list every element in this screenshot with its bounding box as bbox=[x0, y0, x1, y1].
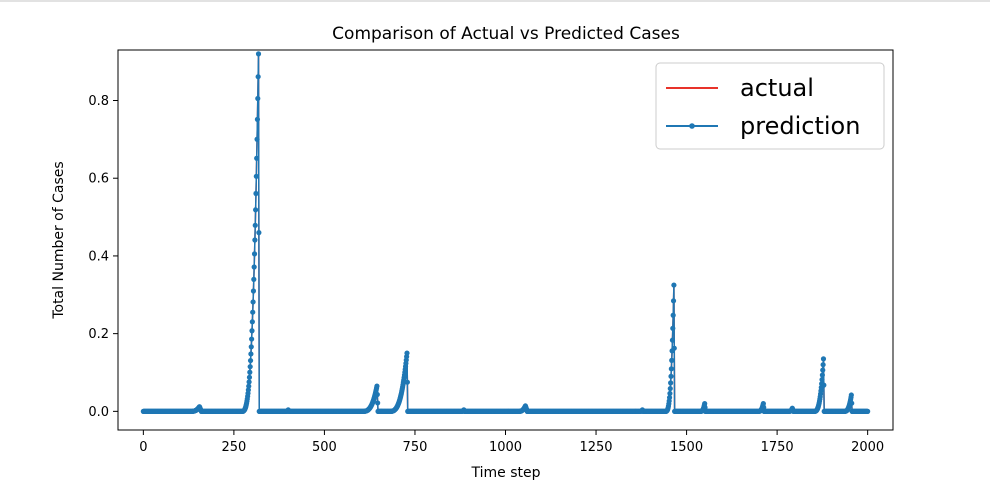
y-tick-label: 0.6 bbox=[88, 172, 109, 187]
x-tick-label: 0 bbox=[139, 440, 147, 455]
chart-title: Comparison of Actual vs Predicted Cases bbox=[332, 24, 680, 44]
data-point bbox=[404, 379, 410, 385]
y-tick-label: 0.2 bbox=[88, 327, 109, 342]
data-point bbox=[253, 173, 259, 179]
data-point bbox=[671, 345, 677, 351]
data-point bbox=[760, 400, 766, 407]
data-point bbox=[249, 336, 255, 342]
data-point bbox=[668, 366, 674, 372]
legend-marker-prediction bbox=[689, 123, 695, 129]
data-point bbox=[668, 380, 674, 386]
data-point bbox=[252, 237, 258, 243]
data-point bbox=[246, 383, 252, 389]
data-point bbox=[820, 367, 826, 373]
data-point bbox=[848, 392, 854, 398]
data-point bbox=[670, 325, 676, 331]
data-point bbox=[254, 116, 261, 122]
x-tick-label: 250 bbox=[221, 440, 246, 455]
x-axis: 0 250 500 750 1000 1250 1500 1750 2000 bbox=[139, 430, 884, 455]
data-point bbox=[254, 155, 260, 161]
y-tick-label: 0.4 bbox=[88, 249, 109, 264]
data-point bbox=[245, 387, 251, 393]
data-point bbox=[669, 337, 676, 343]
data-point bbox=[666, 394, 673, 401]
legend: actual prediction bbox=[655, 62, 885, 150]
data-point bbox=[249, 328, 255, 334]
x-tick-label: 500 bbox=[312, 440, 337, 455]
y-axis: 0.0 0.2 0.4 0.6 0.8 bbox=[88, 94, 118, 420]
data-point bbox=[671, 282, 677, 288]
x-tick-label: 1000 bbox=[489, 440, 522, 455]
data-point bbox=[246, 374, 253, 380]
y-tick-label: 0.8 bbox=[88, 94, 109, 109]
data-point bbox=[248, 344, 254, 350]
data-point bbox=[251, 276, 257, 282]
data-point bbox=[374, 391, 380, 398]
x-tick-label: 1250 bbox=[579, 440, 612, 455]
data-point bbox=[247, 357, 254, 364]
x-axis-label: Time step bbox=[471, 465, 541, 481]
data-point bbox=[250, 288, 257, 294]
data-point bbox=[254, 136, 260, 142]
data-point bbox=[670, 312, 676, 318]
data-point bbox=[670, 298, 677, 304]
legend-label-prediction: prediction bbox=[740, 112, 860, 140]
data-point bbox=[865, 408, 871, 414]
data-point bbox=[246, 379, 252, 385]
data-point bbox=[248, 351, 254, 357]
data-point bbox=[702, 400, 708, 407]
data-point bbox=[255, 95, 261, 102]
data-point bbox=[250, 309, 256, 315]
y-axis-label: Total Number of Cases bbox=[51, 161, 67, 319]
data-point bbox=[251, 251, 258, 257]
data-point bbox=[819, 372, 825, 378]
data-point bbox=[255, 74, 261, 80]
data-point bbox=[253, 190, 259, 197]
series-layer bbox=[140, 51, 871, 414]
data-point bbox=[256, 230, 262, 236]
data-point bbox=[250, 299, 256, 305]
data-point bbox=[667, 390, 673, 397]
data-point bbox=[668, 373, 674, 379]
data-point bbox=[249, 319, 255, 325]
data-point bbox=[669, 357, 675, 363]
x-tick-label: 2000 bbox=[851, 440, 884, 455]
data-point bbox=[247, 369, 253, 375]
data-point bbox=[255, 51, 262, 57]
data-point bbox=[819, 376, 825, 383]
data-point bbox=[404, 350, 410, 356]
legend-label-actual: actual bbox=[740, 74, 814, 102]
data-point bbox=[667, 385, 673, 392]
data-point bbox=[247, 364, 253, 370]
data-point bbox=[820, 356, 827, 362]
legend-box bbox=[655, 62, 885, 150]
x-tick-label: 1500 bbox=[670, 440, 703, 455]
data-point bbox=[252, 222, 258, 228]
series-markers-prediction bbox=[140, 51, 871, 414]
data-point bbox=[375, 400, 381, 406]
x-tick-label: 1750 bbox=[761, 440, 794, 455]
data-point bbox=[374, 383, 380, 389]
data-point bbox=[821, 382, 827, 388]
data-point bbox=[820, 362, 826, 368]
x-tick-label: 750 bbox=[403, 440, 428, 455]
data-point bbox=[849, 400, 855, 406]
data-point bbox=[253, 207, 259, 213]
y-tick-label: 0.0 bbox=[88, 405, 109, 420]
top-divider bbox=[0, 0, 990, 2]
data-point bbox=[251, 264, 257, 270]
